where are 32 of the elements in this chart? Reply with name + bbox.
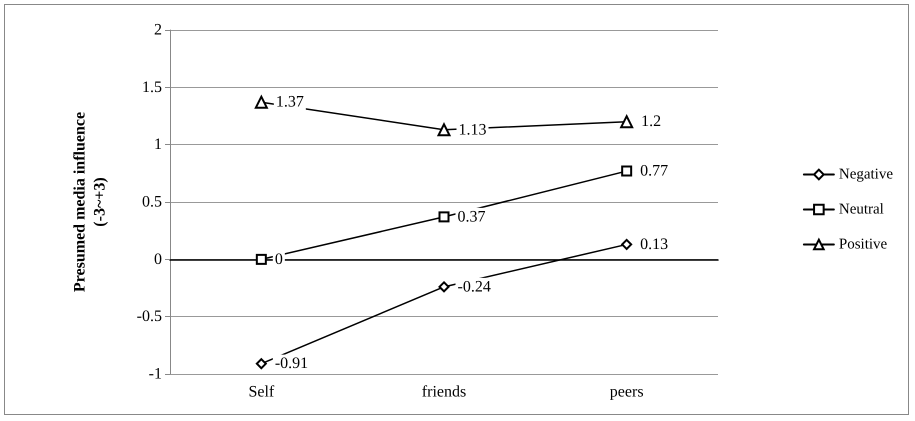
point: [621, 166, 632, 177]
y-tick-label: -0.5: [136, 308, 162, 326]
x-tick-label: friends: [422, 384, 466, 400]
legend-label: Positive: [838, 236, 888, 252]
x-tick-label: peers: [610, 384, 644, 400]
y-tick-label: 1: [154, 136, 162, 154]
x-tick-label: Self: [248, 384, 275, 400]
data-label: 0.77: [640, 162, 668, 180]
legend-label: Negative: [838, 166, 894, 182]
y-tick-label: -1: [148, 366, 162, 382]
data-label: 0: [274, 250, 283, 268]
point: [621, 238, 632, 250]
point: [256, 358, 267, 370]
point: [438, 123, 450, 136]
point: [256, 254, 267, 265]
y-tick-label: 1.5: [142, 78, 162, 96]
data-label: 0.37: [458, 208, 486, 226]
data-label: 1.2: [641, 113, 662, 130]
data-label: -0.91: [274, 355, 308, 372]
legend-label: Neutral: [838, 202, 884, 218]
point: [620, 115, 634, 128]
point: [254, 96, 268, 109]
point: [438, 211, 450, 222]
data-label: 1.37: [276, 94, 304, 111]
data-label: 1.13: [458, 121, 486, 138]
data-label: 0.13: [640, 236, 668, 253]
y-tick-label: 2: [154, 22, 162, 38]
y-axis-title: Presumed media influence (-3~+3): [72, 112, 108, 292]
y-tick-label: 0.5: [142, 194, 162, 210]
data-label: -0.24: [458, 278, 491, 296]
y-tick-label: 0: [154, 250, 162, 268]
point: [438, 281, 450, 292]
